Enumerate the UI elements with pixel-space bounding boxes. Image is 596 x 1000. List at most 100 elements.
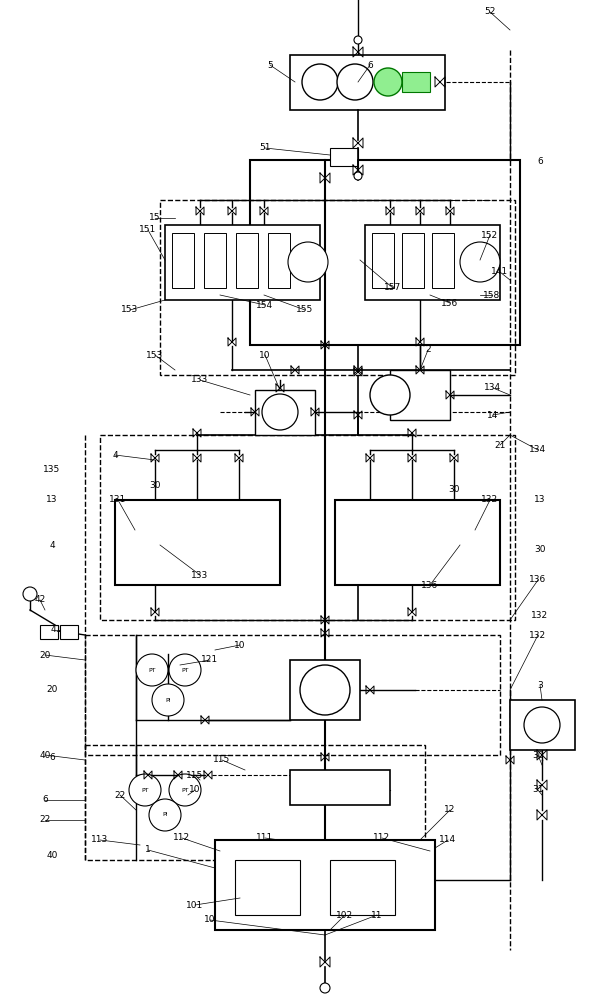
Text: 121: 121 xyxy=(201,656,219,664)
Bar xyxy=(40,625,58,639)
Bar xyxy=(100,435,515,620)
Text: 20: 20 xyxy=(46,686,58,694)
Text: 6: 6 xyxy=(367,60,373,70)
Circle shape xyxy=(370,375,410,415)
Bar xyxy=(335,500,500,585)
Circle shape xyxy=(288,242,328,282)
Circle shape xyxy=(300,665,350,715)
Bar xyxy=(330,148,358,166)
Text: 136: 136 xyxy=(421,580,439,589)
Text: 10: 10 xyxy=(190,786,201,794)
Text: 133: 133 xyxy=(191,375,209,384)
Text: 30: 30 xyxy=(534,546,546,554)
Text: 30: 30 xyxy=(149,481,161,489)
Text: 1: 1 xyxy=(145,846,151,854)
Text: 22: 22 xyxy=(114,790,126,800)
Circle shape xyxy=(302,64,338,100)
Bar xyxy=(85,635,500,755)
Text: 6: 6 xyxy=(42,796,48,804)
Text: 30: 30 xyxy=(448,486,460,494)
Text: 15: 15 xyxy=(149,214,161,223)
Text: 113: 113 xyxy=(91,836,108,844)
Text: 22: 22 xyxy=(39,816,51,824)
Text: 151: 151 xyxy=(139,226,157,234)
Text: 4: 4 xyxy=(49,540,55,550)
Text: 115: 115 xyxy=(213,756,231,764)
Text: PT: PT xyxy=(181,668,189,672)
Text: 14: 14 xyxy=(488,410,499,420)
Text: 30: 30 xyxy=(532,750,544,760)
Text: 11: 11 xyxy=(371,910,383,920)
Text: 135: 135 xyxy=(44,466,61,475)
Text: 158: 158 xyxy=(483,290,501,300)
Bar xyxy=(165,225,320,300)
Text: PT: PT xyxy=(181,788,189,792)
Text: 152: 152 xyxy=(482,231,499,239)
Text: 155: 155 xyxy=(296,306,313,314)
Text: 132: 132 xyxy=(529,631,547,640)
Text: PT: PT xyxy=(141,788,149,792)
Bar xyxy=(115,500,280,585)
Text: 10: 10 xyxy=(234,641,246,650)
Bar xyxy=(255,390,315,435)
Text: 4: 4 xyxy=(112,450,118,460)
Circle shape xyxy=(337,64,373,100)
Bar xyxy=(172,233,194,288)
Text: 136: 136 xyxy=(529,576,547,584)
Text: 132: 132 xyxy=(482,495,499,504)
Circle shape xyxy=(169,774,201,806)
Text: 40: 40 xyxy=(46,850,58,859)
Text: 42: 42 xyxy=(35,595,46,604)
Text: 131: 131 xyxy=(110,495,126,504)
Bar xyxy=(250,160,520,345)
Text: 112: 112 xyxy=(173,834,191,842)
Text: 10: 10 xyxy=(259,351,271,360)
Bar xyxy=(160,200,515,375)
Text: 31: 31 xyxy=(532,786,544,794)
Bar xyxy=(236,233,258,288)
Text: 141: 141 xyxy=(492,267,508,276)
Text: 3: 3 xyxy=(537,680,543,690)
Circle shape xyxy=(23,587,37,601)
Text: 51: 51 xyxy=(259,143,271,152)
Bar xyxy=(60,625,78,639)
Text: 154: 154 xyxy=(256,300,274,310)
Bar xyxy=(204,233,226,288)
Text: 156: 156 xyxy=(442,298,459,308)
Bar xyxy=(365,225,500,300)
Bar xyxy=(85,745,425,860)
Text: 114: 114 xyxy=(439,836,457,844)
Text: 41: 41 xyxy=(50,626,62,635)
Circle shape xyxy=(149,799,181,831)
Text: 6: 6 xyxy=(49,754,55,762)
Bar xyxy=(432,233,454,288)
Text: 134: 134 xyxy=(485,383,502,392)
Bar xyxy=(330,860,395,915)
Text: 153: 153 xyxy=(122,306,139,314)
Text: 13: 13 xyxy=(534,495,546,504)
Circle shape xyxy=(152,684,184,716)
Text: 157: 157 xyxy=(384,284,402,292)
Bar xyxy=(390,370,450,420)
Text: 101: 101 xyxy=(187,900,204,910)
Bar xyxy=(372,233,394,288)
Circle shape xyxy=(136,654,168,686)
Text: 134: 134 xyxy=(529,446,547,454)
Text: 5: 5 xyxy=(267,60,273,70)
Bar xyxy=(402,233,424,288)
Text: 115: 115 xyxy=(187,770,204,780)
Bar xyxy=(235,860,300,915)
Text: PT: PT xyxy=(148,668,156,672)
Text: 40: 40 xyxy=(39,750,51,760)
Text: 112: 112 xyxy=(374,834,390,842)
Circle shape xyxy=(129,774,161,806)
Text: 12: 12 xyxy=(444,806,456,814)
Text: 153: 153 xyxy=(147,351,164,360)
Text: 20: 20 xyxy=(39,650,51,660)
Bar xyxy=(290,770,390,805)
Text: 6: 6 xyxy=(537,157,543,166)
Bar xyxy=(268,233,290,288)
Text: 52: 52 xyxy=(485,7,496,16)
Text: 10: 10 xyxy=(204,916,216,924)
Bar xyxy=(215,840,435,930)
